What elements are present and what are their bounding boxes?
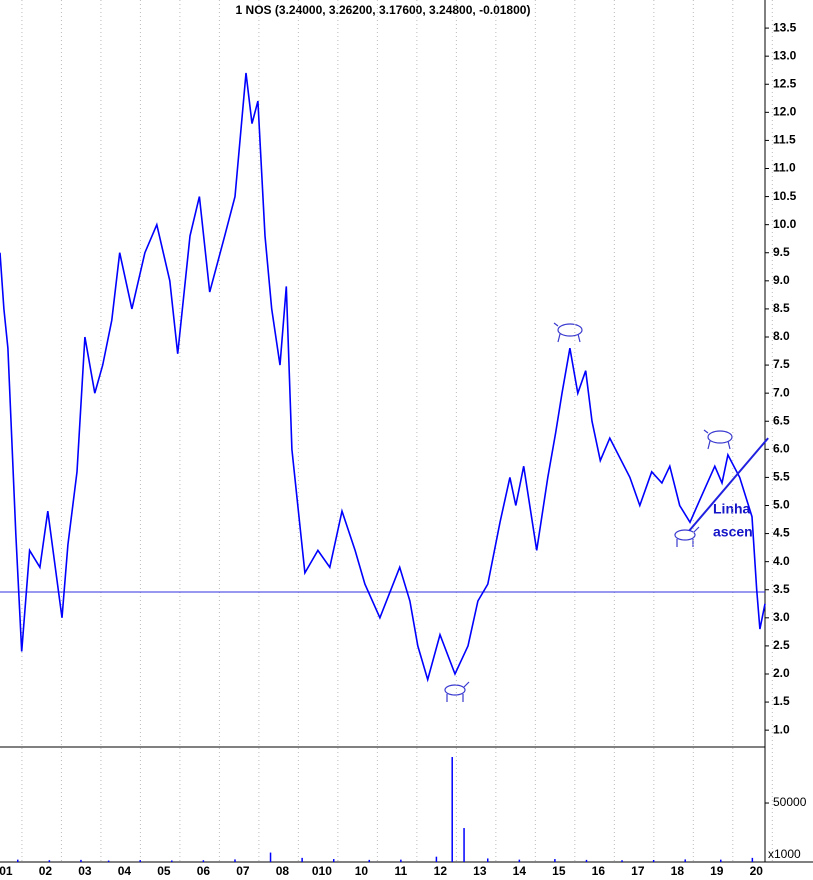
y-tick-label: 1.5 <box>773 694 790 708</box>
y-tick-label: 6.5 <box>773 413 790 427</box>
x-tick-label: 07 <box>236 864 250 878</box>
trendline <box>688 437 769 532</box>
y-tick-label: 11.5 <box>773 133 796 147</box>
x-tick-label: 17 <box>631 864 645 878</box>
x-tick-label: 05 <box>157 864 171 878</box>
x-tick-label: 16 <box>592 864 606 878</box>
y-tick-label: 6.0 <box>773 441 790 455</box>
x-tick-label: 04 <box>118 864 132 878</box>
y-tick-label: 3.0 <box>773 610 790 624</box>
x-tick-label: 03 <box>78 864 92 878</box>
x-tick-label: 10 <box>355 864 369 878</box>
x-tick-label: 20 <box>750 864 764 878</box>
x-tick-label: 02 <box>39 864 53 878</box>
chart-title: 1 NOS (3.24000, 3.26200, 3.17600, 3.2480… <box>236 3 531 17</box>
y-tick-label: 8.0 <box>773 329 790 343</box>
y-tick-label: 7.5 <box>773 357 790 371</box>
y-tick-label: 2.0 <box>773 666 790 680</box>
y-tick-label: 4.0 <box>773 554 790 568</box>
y-tick-label: 11.0 <box>773 161 796 175</box>
y-tick-label: 5.0 <box>773 498 790 512</box>
x-tick-label: 19 <box>710 864 724 878</box>
y-tick-label: 50000 <box>773 795 807 809</box>
y-tick-label: 4.5 <box>773 526 790 540</box>
y-tick-label: 10.5 <box>773 189 797 203</box>
y-tick-label: 7.0 <box>773 385 790 399</box>
x-tick-label: 06 <box>197 864 211 878</box>
x-tick-label: 13 <box>473 864 487 878</box>
x-tick-label: 11 <box>395 864 408 878</box>
y-tick-label: 3.5 <box>773 582 790 596</box>
y-tick-label: 2.5 <box>773 638 790 652</box>
annotation: ascen <box>713 524 753 540</box>
y-tick-label: 12.0 <box>773 105 797 119</box>
x-tick-label: 12 <box>434 864 448 878</box>
bull-icon <box>444 681 470 702</box>
x-tick-label: 14 <box>513 864 527 878</box>
x-tick-label: 15 <box>552 864 566 878</box>
y-tick-label: 8.5 <box>773 301 790 315</box>
y-tick-label: 9.5 <box>773 245 790 259</box>
x-tick-label: 08 <box>276 864 290 878</box>
price-line <box>0 72 766 683</box>
y-tick-label: 13.0 <box>773 48 797 62</box>
y-tick-label: 1.0 <box>773 722 790 736</box>
x-tick-label: 18 <box>671 864 685 878</box>
bull-icon <box>674 526 700 547</box>
y-tick-label: 5.5 <box>773 470 790 484</box>
y-tick-label: 12.5 <box>773 76 797 90</box>
bear-icon <box>553 322 583 343</box>
x-tick-label: 010 <box>312 864 332 878</box>
annotation: Linha <box>713 501 751 517</box>
x-tick-label: 01 <box>0 864 13 878</box>
y-tick-label: 13.5 <box>773 20 797 34</box>
unit-label: x1000 <box>768 847 801 861</box>
bear-icon <box>703 429 733 450</box>
y-tick-label: 9.0 <box>773 273 790 287</box>
y-tick-label: 10.0 <box>773 217 797 231</box>
